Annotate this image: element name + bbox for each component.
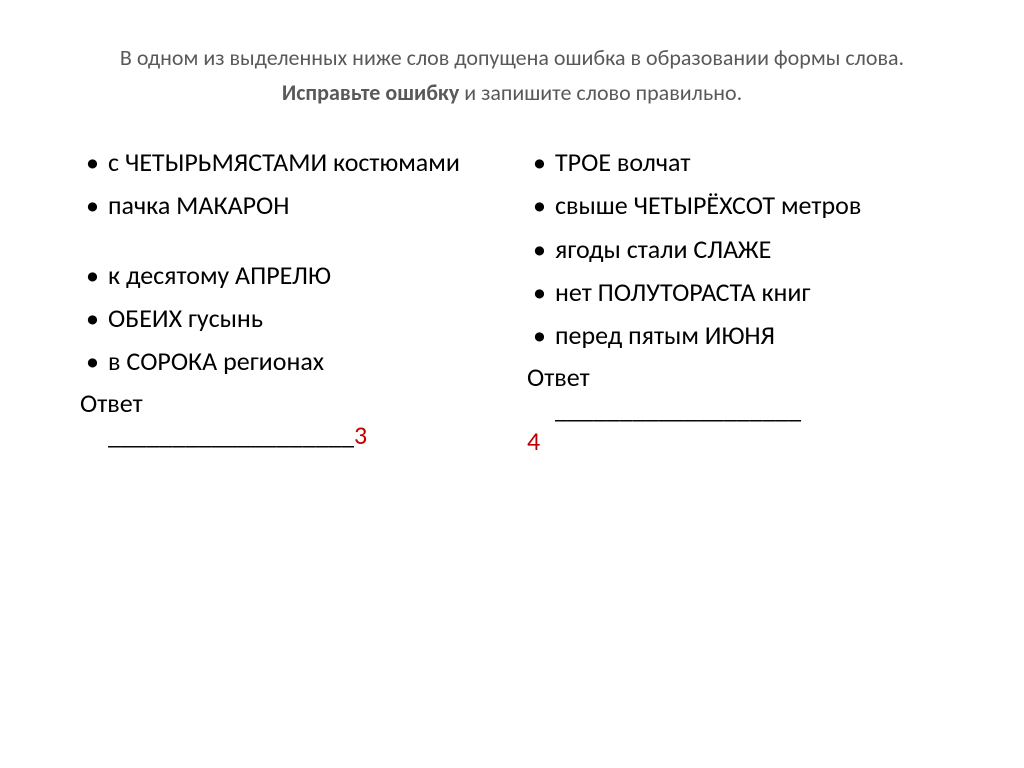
left-list: с ЧЕТЫРЬМЯСТАМИ костюмами пачка МАКАРОН (80, 145, 497, 223)
list-item: ОБЕИХ гусынь (80, 301, 497, 336)
list-item: в СОРОКА регионах (80, 344, 497, 379)
list-item: ягоды стали СЛАЖЕ (527, 232, 944, 267)
list-item: с ЧЕТЫРЬМЯСТАМИ костюмами (80, 145, 497, 180)
answer-number: 4 (527, 425, 540, 457)
left-column: с ЧЕТЫРЬМЯСТАМИ костюмами пачка МАКАРОН … (80, 145, 497, 456)
list-item: нет ПОЛУТОРАСТА книг (527, 275, 944, 310)
answer-blank: ___________________ (527, 393, 801, 425)
spacer (80, 232, 497, 258)
answer-blank: ___________________ (80, 419, 354, 451)
right-list: ТРОЕ волчат свыше ЧЕТЫРЁХСОТ метров ягод… (527, 145, 944, 352)
title-text-1: В одном из выделенных ниже слов допущена… (120, 44, 904, 71)
list-item: свыше ЧЕТЫРЁХСОТ метров (527, 188, 944, 223)
title-bold: Исправьте ошибку (282, 79, 459, 106)
answer-label: Ответ (80, 387, 143, 419)
title-text-2: и запишите слово правильно (464, 79, 736, 106)
question-title: В одном из выделенных ниже слов допущена… (80, 40, 944, 110)
answer-label: Ответ (527, 361, 590, 393)
answer-number: 3 (354, 419, 367, 451)
list-item: к десятому АПРЕЛЮ (80, 258, 497, 293)
right-column: ТРОЕ волчат свыше ЧЕТЫРЁХСОТ метров ягод… (527, 145, 944, 456)
right-answer: Ответ ___________________ 4 (527, 361, 944, 457)
left-answer: Ответ ___________________3 (80, 387, 497, 451)
list-item: ТРОЕ волчат (527, 145, 944, 180)
title-dot: . (737, 79, 743, 106)
content-columns: с ЧЕТЫРЬМЯСТАМИ костюмами пачка МАКАРОН … (80, 145, 944, 456)
list-item: пачка МАКАРОН (80, 188, 497, 223)
list-item: перед пятым ИЮНЯ (527, 318, 944, 353)
left-list-2: к десятому АПРЕЛЮ ОБЕИХ гусынь в СОРОКА … (80, 258, 497, 379)
